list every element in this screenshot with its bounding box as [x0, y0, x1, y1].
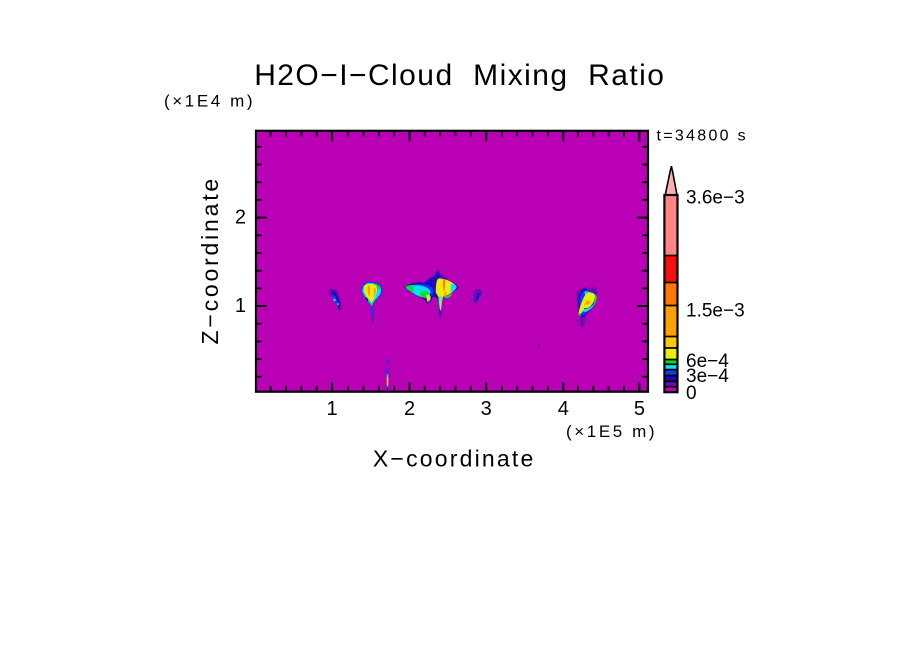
- svg-text:2: 2: [235, 207, 246, 229]
- svg-text:1.5e−3: 1.5e−3: [686, 300, 745, 321]
- svg-text:1: 1: [235, 295, 246, 317]
- svg-text:4: 4: [558, 398, 569, 420]
- svg-text:3: 3: [481, 398, 492, 420]
- svg-text:5: 5: [634, 398, 645, 420]
- svg-text:t=34800 s: t=34800 s: [657, 128, 748, 145]
- svg-text:X−coordinate: X−coordinate: [373, 445, 536, 471]
- svg-text:H2O−I−Cloud Mixing Ratio: H2O−I−Cloud Mixing Ratio: [254, 59, 665, 92]
- svg-text:1: 1: [327, 398, 338, 420]
- svg-text:6e−4: 6e−4: [686, 351, 729, 372]
- svg-text:(×1E5 m): (×1E5 m): [566, 422, 657, 441]
- svg-text:0: 0: [686, 383, 697, 404]
- svg-text:2: 2: [404, 398, 415, 420]
- svg-text:(×1E4 m): (×1E4 m): [164, 92, 255, 111]
- svg-text:Z−coordinate: Z−coordinate: [197, 176, 223, 345]
- svg-text:3.6e−3: 3.6e−3: [686, 188, 745, 209]
- svg-text:3e−4: 3e−4: [686, 366, 729, 387]
